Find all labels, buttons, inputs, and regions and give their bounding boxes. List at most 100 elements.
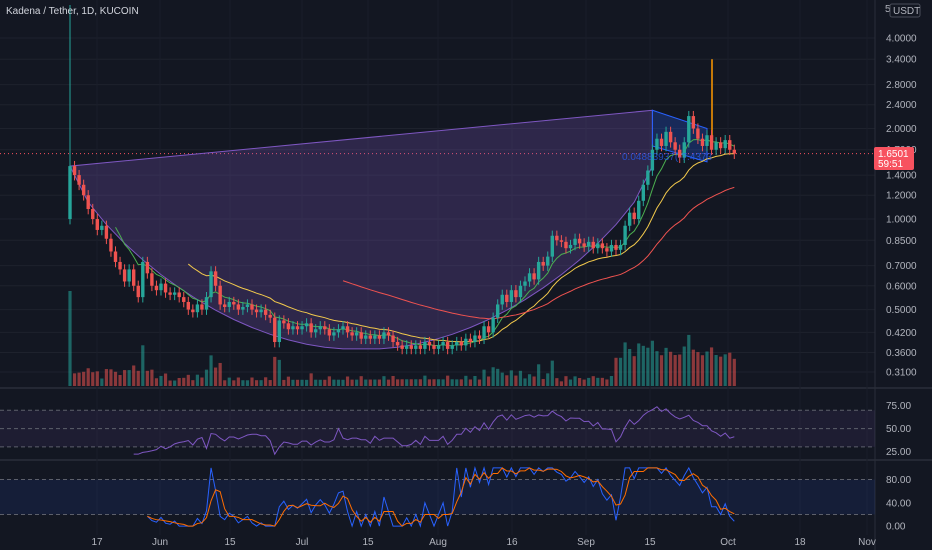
candle-body [232,301,236,305]
volume-bar [391,375,395,386]
volume-bar [355,379,359,386]
candle-body [191,309,195,313]
volume-bar [223,380,227,386]
volume-bar [264,377,268,386]
currency-badge[interactable] [889,3,921,18]
volume-bar [491,367,495,386]
volume-bar [728,352,732,386]
volume-bar [282,379,286,386]
candle-body [377,335,382,339]
candle-body [564,241,568,249]
volume-bar [68,291,72,386]
volume-bar [82,371,86,386]
candle-body [273,317,277,343]
candle-body [405,345,409,349]
candle-body [423,342,427,349]
volume-bar [350,379,354,386]
time-tick-label: Jul [296,537,309,548]
candle-body [432,345,436,349]
candle-body [427,342,432,346]
candle-body [632,212,636,220]
volume-bar [568,379,573,386]
candle-body [477,335,482,339]
volume-bar [732,358,736,386]
candle-body [609,244,614,252]
candle-body [132,269,136,286]
time-tick-label: 15 [644,537,656,548]
volume-bar [650,340,654,386]
volume-bar [386,379,391,386]
volume-bar [496,368,500,386]
volume-bar [341,379,345,386]
candle-body [568,244,573,249]
candle-body [204,297,209,310]
candle-body [555,235,559,241]
stoch-band [0,479,875,515]
candlesticks [68,5,736,355]
price-tick-label: 0.3600 [886,348,917,359]
volume-bar [705,351,709,386]
price-axis[interactable]: 4.00003.40002.80002.40002.00001.70001.40… [886,34,917,533]
volume-bar [514,375,518,386]
price-tick-label: 1.4000 [886,171,917,182]
candle-body [182,297,186,302]
time-tick-label: Aug [429,537,447,548]
stoch-tick-label: 80.00 [886,475,911,486]
volume-bar [236,377,240,386]
candle-body [195,304,200,313]
volume-bar [482,369,486,386]
volume-bar [573,376,577,386]
price-tick-label: 4.0000 [886,34,917,45]
time-tick-label: 15 [362,537,374,548]
volume-bar [204,369,209,386]
candle-body [163,283,168,293]
candle-body [646,170,650,185]
candle-body [496,304,500,318]
volume-bar [700,355,705,386]
candle-body [345,326,350,333]
volume-bar [455,379,459,386]
rsi-tick-label: 50.00 [886,424,911,435]
volume-bar [400,379,404,386]
candle-body [500,294,504,305]
time-tick-label: 15 [224,537,236,548]
candle-body [591,241,595,249]
candle-body [700,138,705,146]
price-tick-label: 0.6000 [886,281,917,292]
volume-bar [86,368,90,386]
candle-body [241,306,245,310]
volume-bar [254,380,259,386]
candle-body [491,317,495,333]
candle-body [441,342,445,346]
candle-body [314,329,318,333]
volume-bar [200,377,204,386]
candle-body [623,225,627,245]
volume-bar [473,375,477,386]
candle-body [300,326,304,330]
candle-body [145,261,150,274]
volume-bar [305,379,309,386]
candle-body [505,294,509,302]
candle-body [282,320,286,324]
candle-body [509,290,514,302]
volume-bar [678,354,682,386]
candle-body [650,149,655,171]
volume-bar [145,370,149,386]
candle-body [550,235,554,257]
candle-body [100,225,104,230]
time-axis[interactable]: 17 Jun 15 Jul 15 Aug 16 Sep 15 Oct 18 Nov [91,537,875,548]
volume-bar [446,375,450,386]
candle-body [250,304,254,310]
time-tick-label: Oct [720,537,736,548]
volume-bar [359,376,363,386]
candle-body [514,290,518,298]
candle-body [678,149,682,158]
candle-body [136,285,140,298]
time-tick-label: Nov [858,537,876,548]
candle-body [582,243,586,247]
currency-label: USDT [893,6,920,17]
volume-bar [113,371,118,386]
candle-body [113,251,118,262]
chart-title: Kadena / Tether, 1D, KUCOIN [6,6,139,17]
